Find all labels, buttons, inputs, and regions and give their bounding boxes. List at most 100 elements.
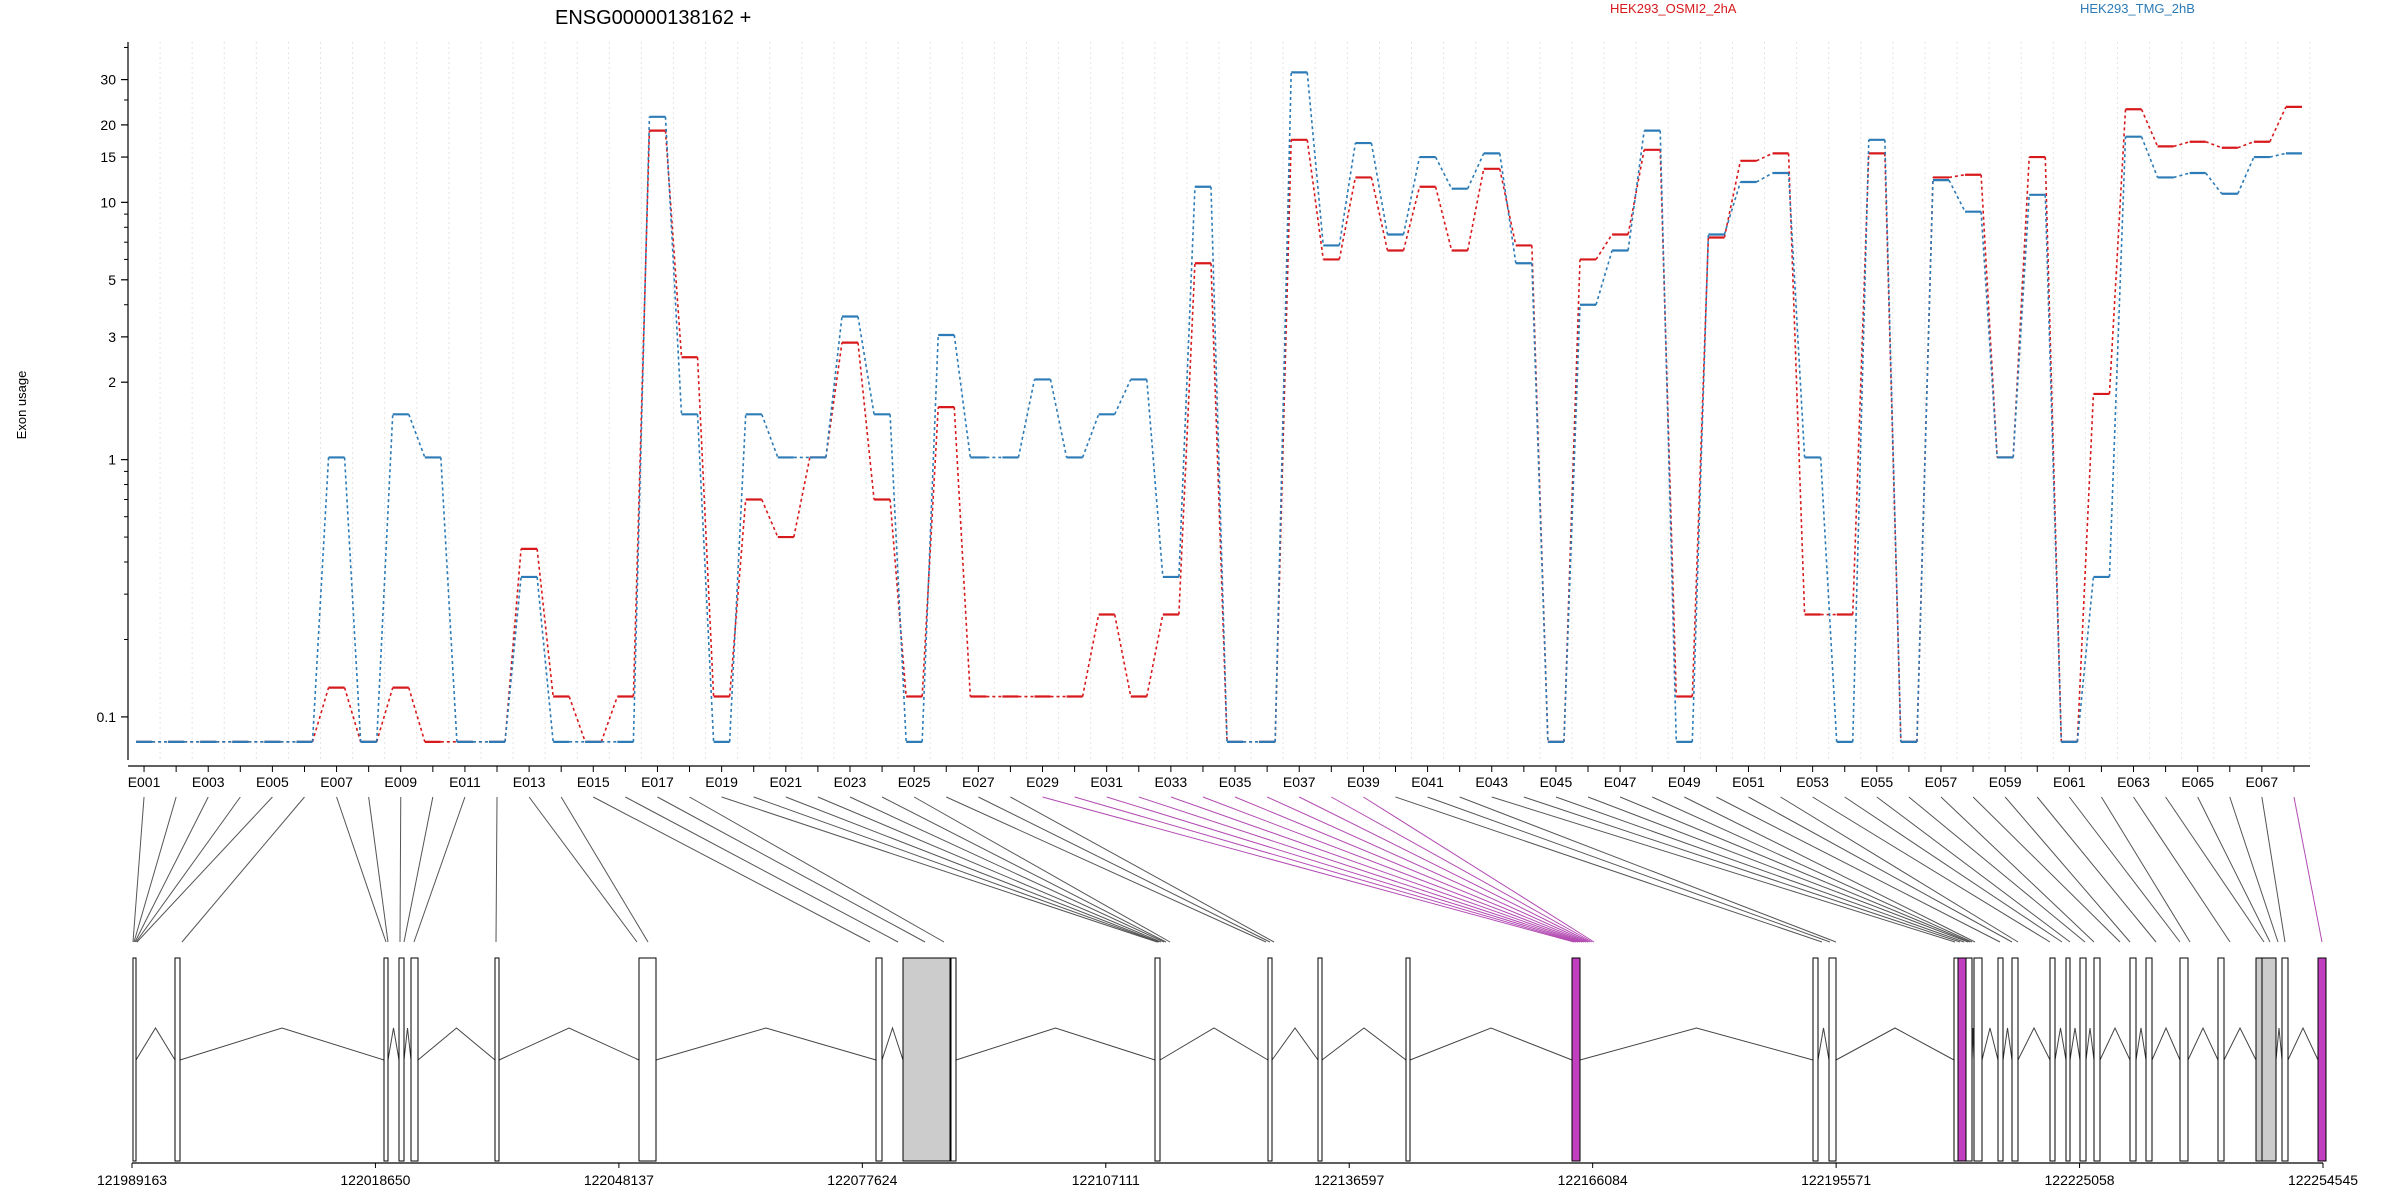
gene-model <box>132 957 2327 1162</box>
intron-line <box>1159 1027 1269 1061</box>
series-connector <box>1627 149 1645 235</box>
exon-connector <box>528 796 638 943</box>
series-connector <box>2205 172 2223 195</box>
y-axis-ticks: 0.1 1 2 3 5 10 15 20 30 <box>97 46 128 725</box>
y-tick-label: 20 <box>100 117 116 133</box>
exon-connector <box>913 796 1171 943</box>
series-connector <box>1274 139 1292 742</box>
series-connector <box>1113 614 1132 697</box>
exon-connector <box>1876 796 2071 943</box>
series-connector <box>793 457 811 538</box>
series-connector <box>1017 379 1036 458</box>
exon-connector <box>593 796 871 943</box>
y-tick-label: 1 <box>108 452 116 468</box>
exon-connector <box>1363 796 1595 943</box>
genomic-tick-label: 121989163 <box>97 1172 167 1188</box>
exon-block <box>1267 957 1273 1162</box>
intron-line <box>655 1027 877 1061</box>
intron-line <box>2099 1026 2131 1061</box>
exon-connector <box>2100 796 2191 943</box>
series-connector <box>343 457 362 742</box>
exon-block <box>410 957 419 1162</box>
exon-connector <box>625 796 899 943</box>
exon-connector <box>336 796 387 943</box>
exon-connector <box>413 796 466 943</box>
exon-connector <box>403 796 434 943</box>
chart-title: ENSG00000138162 + <box>555 7 751 29</box>
exon-block <box>132 957 137 1162</box>
series-connector <box>408 414 426 458</box>
exon-connector-lines <box>132 796 2323 943</box>
intron-line <box>1409 1027 1573 1061</box>
series-connector <box>1338 142 1357 246</box>
series-connector <box>857 316 875 415</box>
series-connector <box>536 576 554 742</box>
series-connector <box>2044 157 2063 742</box>
series-connector <box>728 414 747 742</box>
x-tick-label: E017 <box>641 774 674 790</box>
series-connector <box>1851 139 1870 742</box>
genomic-tick-label: 122195571 <box>1801 1172 1871 1188</box>
series-connector <box>1948 179 1966 213</box>
series-connector <box>536 548 554 697</box>
exon-block <box>1953 957 1959 1162</box>
exon-connector <box>1074 796 1577 943</box>
series-connector <box>921 407 940 697</box>
exon-block <box>2317 957 2327 1162</box>
exon-connector <box>368 796 389 943</box>
series-connector <box>1274 72 1292 742</box>
exon-block <box>1957 957 1967 1162</box>
exon-connector <box>1459 796 1837 943</box>
intron-line <box>1817 1027 1830 1061</box>
intron-line <box>2275 1027 2283 1061</box>
intron-line <box>2187 1026 2219 1061</box>
series-connector <box>2269 106 2287 143</box>
intron-line <box>955 1027 1156 1061</box>
series-2 <box>136 71 2302 743</box>
exon-block <box>638 957 657 1162</box>
series-connector <box>1178 186 1196 577</box>
intron-line <box>2017 1026 2051 1061</box>
intron-line <box>498 1027 640 1061</box>
series-connector <box>568 696 587 743</box>
exon-connector <box>1716 796 2001 943</box>
grid-lines <box>127 42 2311 760</box>
x-tick-label: E041 <box>1411 774 1444 790</box>
series-connector <box>825 342 843 458</box>
series-connector <box>2076 393 2095 742</box>
series-connector <box>1402 186 1421 251</box>
exon-connector <box>1780 796 2019 943</box>
exon-connector <box>2293 796 2323 943</box>
exon-block <box>2129 957 2137 1162</box>
x-tick-label: E045 <box>1540 774 1573 790</box>
intron-line <box>417 1027 496 1061</box>
exon-connector <box>2068 796 2181 943</box>
series-connector <box>1210 263 1228 742</box>
series-connector <box>504 576 522 742</box>
exon-connector <box>1940 796 2095 943</box>
series-connector <box>761 499 779 538</box>
intron-line <box>2223 1026 2257 1061</box>
exon-connector <box>1555 796 1965 943</box>
exon-block <box>875 957 883 1162</box>
series-connector <box>2012 194 2031 458</box>
series-connector <box>1466 153 1485 190</box>
x-tick-label: E035 <box>1219 774 1252 790</box>
series-connector <box>1723 160 1742 238</box>
exon-connector <box>689 796 945 943</box>
x-tick-label: E015 <box>577 774 610 790</box>
y-tick-label: 5 <box>108 272 116 288</box>
series-connector <box>1402 156 1421 235</box>
exon-connector <box>1684 796 1976 943</box>
series-lines <box>136 71 2302 743</box>
series-connector <box>2076 576 2095 742</box>
x-tick-label: E049 <box>1668 774 1701 790</box>
exon-connector <box>1619 796 1971 943</box>
x-tick-label: E055 <box>1860 774 1893 790</box>
genomic-tick-label: 122136597 <box>1314 1172 1384 1188</box>
exon-block <box>2281 957 2289 1162</box>
exon-block <box>2011 957 2019 1162</box>
exon-connector <box>1587 796 1969 943</box>
intron-line <box>2002 1027 2013 1061</box>
series-connector <box>1081 414 1100 458</box>
